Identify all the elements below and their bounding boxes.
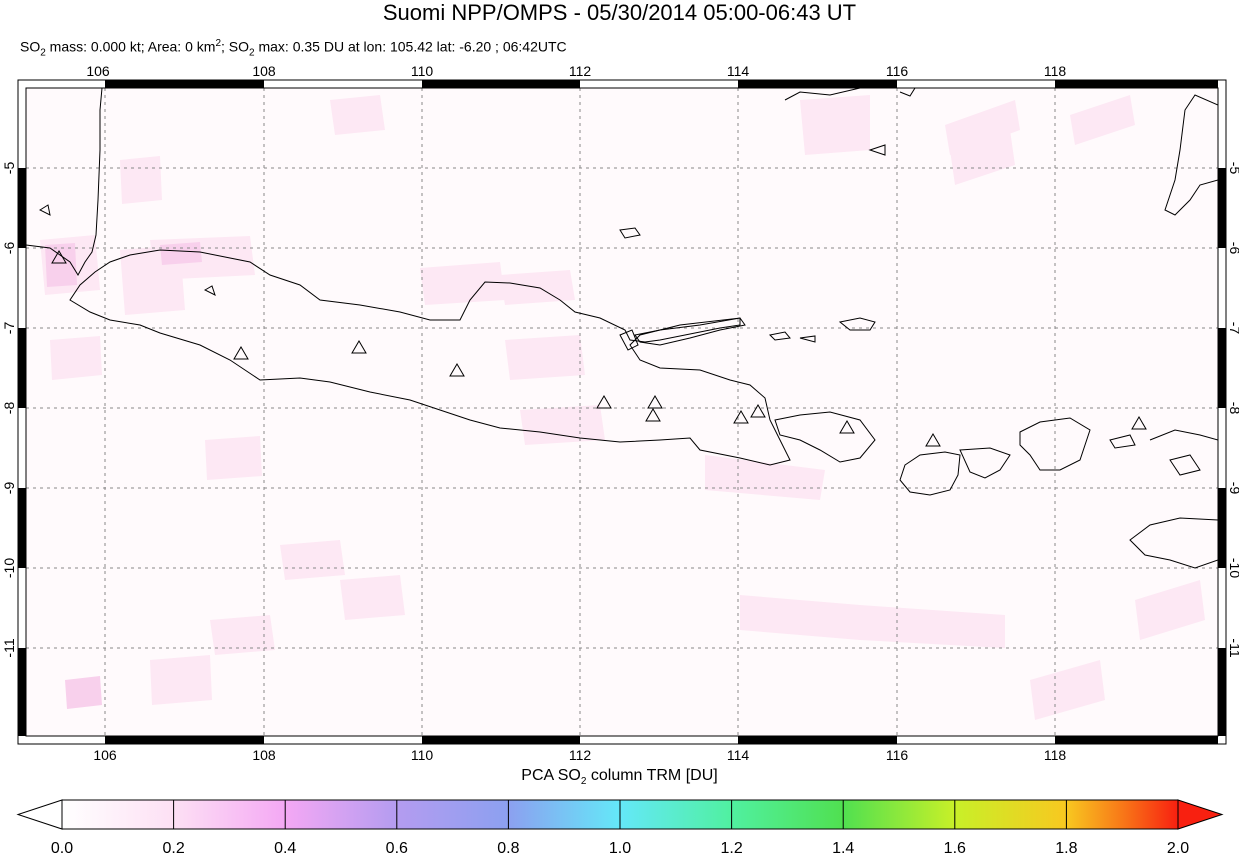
colorbar: 0.0 0.2 0.4 0.6 0.8 1.0 1.2 1.4 1.6 1.8 … bbox=[16, 799, 1224, 855]
lat-label: -10 bbox=[1, 558, 17, 578]
colorbar-tick-label: 0.2 bbox=[162, 840, 184, 855]
lat-label: -7 bbox=[1227, 322, 1239, 335]
colorbar-tick-label: 0.0 bbox=[51, 840, 73, 855]
sumba-coast bbox=[1129, 517, 1218, 569]
kangean-islands bbox=[838, 317, 876, 331]
lat-label: -5 bbox=[1227, 162, 1239, 175]
lat-label: -9 bbox=[1, 482, 17, 495]
sumbawa-west bbox=[959, 447, 1011, 479]
colorbar-tick-label: 0.6 bbox=[386, 840, 408, 855]
lon-label: 112 bbox=[569, 747, 592, 763]
lat-labels-left: -5 -6 -7 -8 -9 -10 -11 bbox=[1, 162, 17, 658]
colorbar-tick-label: 2.0 bbox=[1167, 840, 1189, 855]
lon-label: 106 bbox=[86, 63, 110, 79]
colorbar-tick-label: 0.8 bbox=[497, 840, 519, 855]
volcano-triangle bbox=[733, 410, 749, 424]
lon-labels-bottom: 106 108 110 112 114 116 118 bbox=[93, 747, 1066, 763]
coastlines bbox=[26, 88, 1218, 569]
lat-label: -10 bbox=[1227, 558, 1239, 578]
colorbar-tick-label: 1.2 bbox=[720, 840, 742, 855]
volcano-triangle bbox=[1131, 416, 1147, 430]
lombok-coast bbox=[899, 451, 961, 496]
colorbar-tick-label: 1.8 bbox=[1055, 840, 1077, 855]
lon-label: 110 bbox=[411, 63, 434, 79]
lon-label: 110 bbox=[411, 747, 434, 763]
volcano-triangle bbox=[351, 340, 367, 354]
lon-label: 114 bbox=[727, 63, 750, 79]
java-coast bbox=[69, 249, 791, 466]
lon-label: 118 bbox=[1044, 747, 1067, 763]
lat-label: -11 bbox=[1, 638, 17, 657]
volcano-triangle bbox=[647, 395, 663, 409]
volcano-triangle bbox=[51, 250, 67, 264]
volcano-triangle bbox=[839, 420, 855, 434]
madura-coast bbox=[634, 317, 746, 346]
colorbar-title: PCA SO2 column TRM [DU] bbox=[521, 767, 718, 788]
lon-label: 106 bbox=[93, 747, 117, 763]
lat-label: -7 bbox=[1, 322, 17, 335]
so2-summary-line: SO2 mass: 0.000 kt; Area: 0 km2; SO2 max… bbox=[20, 38, 567, 59]
sumatra-coast bbox=[26, 88, 103, 277]
lat-label: -9 bbox=[1227, 482, 1239, 495]
lon-label: 108 bbox=[252, 63, 276, 79]
lat-label: -6 bbox=[1227, 242, 1239, 255]
volcano-triangle bbox=[645, 408, 661, 422]
volcano-triangle bbox=[925, 433, 941, 447]
lon-label: 114 bbox=[727, 747, 750, 763]
lat-label: -11 bbox=[1227, 638, 1239, 657]
borneo-coast bbox=[784, 88, 861, 101]
lon-label: 112 bbox=[569, 63, 592, 79]
lon-label: 116 bbox=[886, 747, 909, 763]
lon-label: 108 bbox=[252, 747, 276, 763]
lat-label: -8 bbox=[1, 402, 17, 415]
colorbar-tick-label: 1.6 bbox=[944, 840, 966, 855]
colorbar-tick-label: 1.4 bbox=[832, 840, 854, 855]
volcano-markers bbox=[51, 250, 1147, 447]
bali-coast bbox=[774, 411, 876, 463]
lat-labels-right: -5 -6 -7 -8 -9 -10 -11 bbox=[1227, 162, 1239, 658]
lat-label: -8 bbox=[1227, 402, 1239, 415]
volcano-triangle bbox=[750, 404, 766, 418]
so2-pixel-layer bbox=[26, 88, 1218, 736]
colorbar-tick-label: 1.0 bbox=[609, 840, 631, 855]
lon-labels-top: 106 108 110 112 114 116 118 bbox=[86, 63, 1066, 79]
map-frame bbox=[17, 79, 1227, 745]
colorbar-high-arrow bbox=[1177, 799, 1224, 830]
map-title: Suomi NPP/OMPS - 05/30/2014 05:00-06:43 … bbox=[382, 0, 857, 25]
lat-label: -6 bbox=[1, 242, 17, 255]
lon-label: 116 bbox=[886, 63, 909, 79]
colorbar-tick-label: 0.4 bbox=[274, 840, 296, 855]
sulawesi-coast bbox=[1164, 94, 1218, 216]
graticule bbox=[26, 88, 1218, 736]
volcano-triangle bbox=[449, 363, 465, 377]
volcano-triangle bbox=[596, 395, 612, 409]
colorbar-low-arrow bbox=[16, 799, 63, 830]
volcano-triangle bbox=[233, 346, 249, 360]
sumbawa-coast bbox=[1019, 417, 1091, 471]
lon-label: 118 bbox=[1044, 63, 1067, 79]
lat-label: -5 bbox=[1, 162, 17, 175]
